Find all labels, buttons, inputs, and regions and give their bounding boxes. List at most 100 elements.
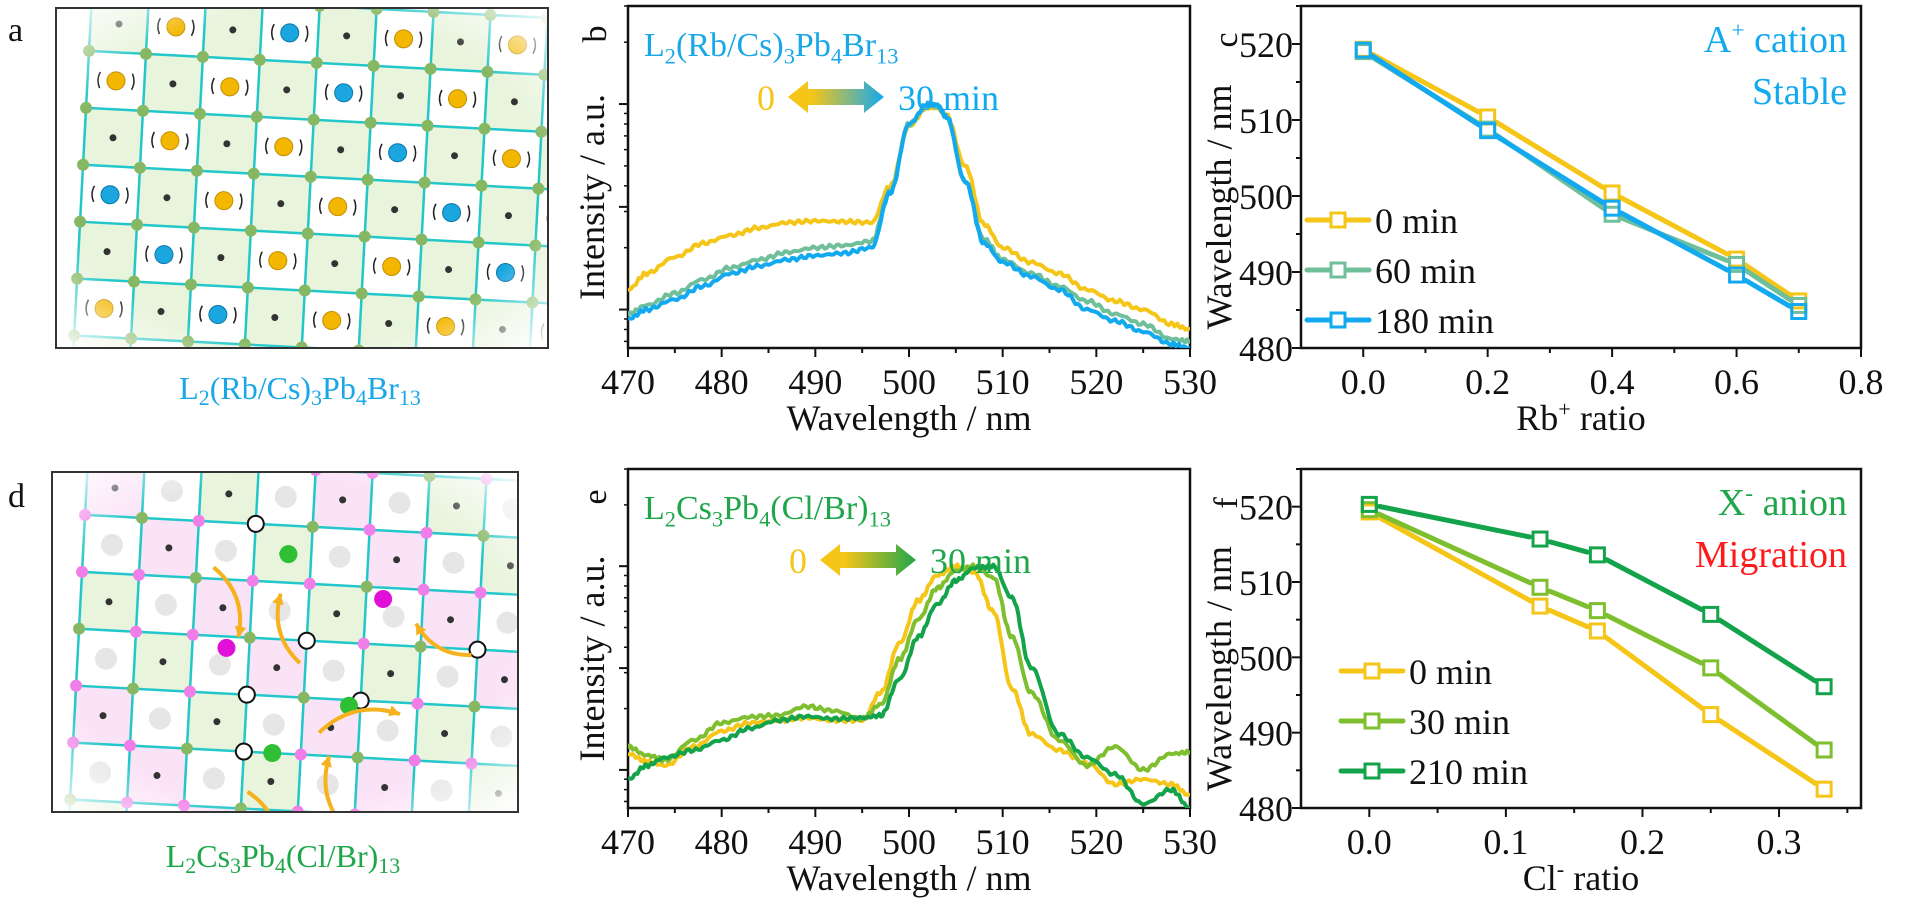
text-span: Migration [1695,534,1847,576]
x-tick-label: 490 [788,822,842,862]
data-point-marker [1815,678,1833,696]
y-tick-label: 510 [1239,563,1293,603]
x-tick-label: 510 [976,362,1030,402]
data-point-marker [1588,602,1606,620]
y-tick-label: 520 [1239,488,1293,528]
panel-label-c: c [1208,32,1245,47]
series-line-210-min [628,562,1190,808]
caption-sub: 3 [311,385,323,410]
data-point-marker [1728,266,1746,284]
chart-e: 470 480 490 500 510 520 530 Wavelength / nm Inte… [572,467,1217,898]
legend-marker [1329,211,1347,229]
y-tick-label: 480 [1239,329,1293,369]
text-span: Pb [795,27,831,64]
series-line-30-min [628,562,1190,773]
x-tick-label: 0.6 [1714,362,1759,402]
series-segment [1618,195,1730,257]
superscript: - [1557,856,1564,881]
x-tick-label: 470 [601,822,655,862]
panel-label-a: a [8,12,24,49]
data-point-marker [1360,495,1378,513]
subscript: 13 [869,506,891,531]
series-segment [1603,634,1705,711]
panel-label-f: f [1208,497,1245,509]
legend-marker [1363,762,1381,780]
series-segment [1375,514,1534,604]
series-segment [1743,277,1793,309]
text-span: anion [1753,482,1847,524]
caption-a-formula: L2(Rb/Cs)3Pb4Br13 [55,370,545,410]
subscript: 2 [665,43,676,68]
series-segment [1742,262,1793,298]
text-span: Cs [676,490,712,527]
x-axis-label: Cl- ratio [1523,856,1639,898]
legend-marker [1363,662,1381,680]
x-tick-label: 0.3 [1757,822,1802,862]
y-tick-label: 520 [1239,25,1293,65]
x-tick-label: 0.2 [1620,822,1665,862]
x-tick-label: 520 [1069,362,1123,402]
data-point-marker [1728,250,1746,268]
series-line-0-min [628,103,1190,332]
subscript: 3 [784,43,795,68]
subscript: 13 [876,43,898,68]
caption-sub: 4 [274,853,286,878]
x-tick-label: 0.8 [1839,362,1884,402]
y-tick-label: 480 [1239,789,1293,829]
legend-label: 0 min [1375,201,1458,241]
series-segment [1716,671,1819,747]
annotation-text: Migration [1695,534,1847,576]
x-tick-label: 0.1 [1483,822,1528,862]
text-span: ratio [1571,398,1646,438]
data-point-marker [1603,184,1621,202]
data-point-marker [1702,659,1720,677]
x-tick-label: 480 [695,822,749,862]
legend-marker [1329,311,1347,329]
series-segment [1547,539,1590,555]
series-segment [1604,612,1704,666]
legend-label: 0 min [1409,652,1492,692]
subscript: 4 [831,43,842,68]
series-segment [1618,210,1730,273]
plot-frame [1299,467,1863,810]
x-tick-label: 0.0 [1347,822,1392,862]
data-point-marker [1815,780,1833,798]
caption-text: Br [366,370,399,406]
data-point-marker [1588,622,1606,640]
data-point-marker [1531,597,1549,615]
text-span: A [1704,19,1732,61]
arrow-label-start: 0 [789,541,807,581]
text-span: (Rb/Cs) [676,27,784,64]
caption-text: L [179,370,199,406]
arrow-label-end: 30 min [898,78,999,118]
legend-item: 60 min [1304,251,1476,291]
panel-label-e: e [577,489,614,504]
data-point-marker [1702,706,1720,724]
caption-text: L [165,838,186,874]
data-point-marker [1728,255,1746,273]
chart-b: 470 480 490 500 510 520 530 Wavelength / nm Inte… [572,4,1217,438]
caption-d-formula: L2Cs3Pb4(Cl/Br)13 [51,838,515,878]
series-line-30-min [628,100,1190,348]
series-line-0-min [628,562,1190,798]
caption-text: (Cl/Br) [285,838,379,874]
edge-fade [57,9,547,347]
x-tick-label: 0.4 [1590,362,1635,402]
x-axis-label: Wavelength / nm [786,398,1031,438]
text-span: Br [842,27,877,64]
series-segment [1494,133,1606,206]
series-segment [1494,119,1606,190]
x-tick-label: 530 [1163,362,1217,402]
y-tick-label: 500 [1239,638,1293,678]
y-tick-label: 490 [1239,714,1293,754]
x-tick-label: 530 [1163,822,1217,862]
caption-sub: 13 [378,853,401,878]
caption-text: (Rb/Cs) [209,370,312,406]
text-span: Rb [1516,398,1558,438]
legend-marker [1329,261,1347,279]
y-tick-label: 500 [1239,177,1293,217]
text-span: Stable [1752,71,1847,113]
y-tick-label: 490 [1239,253,1293,293]
